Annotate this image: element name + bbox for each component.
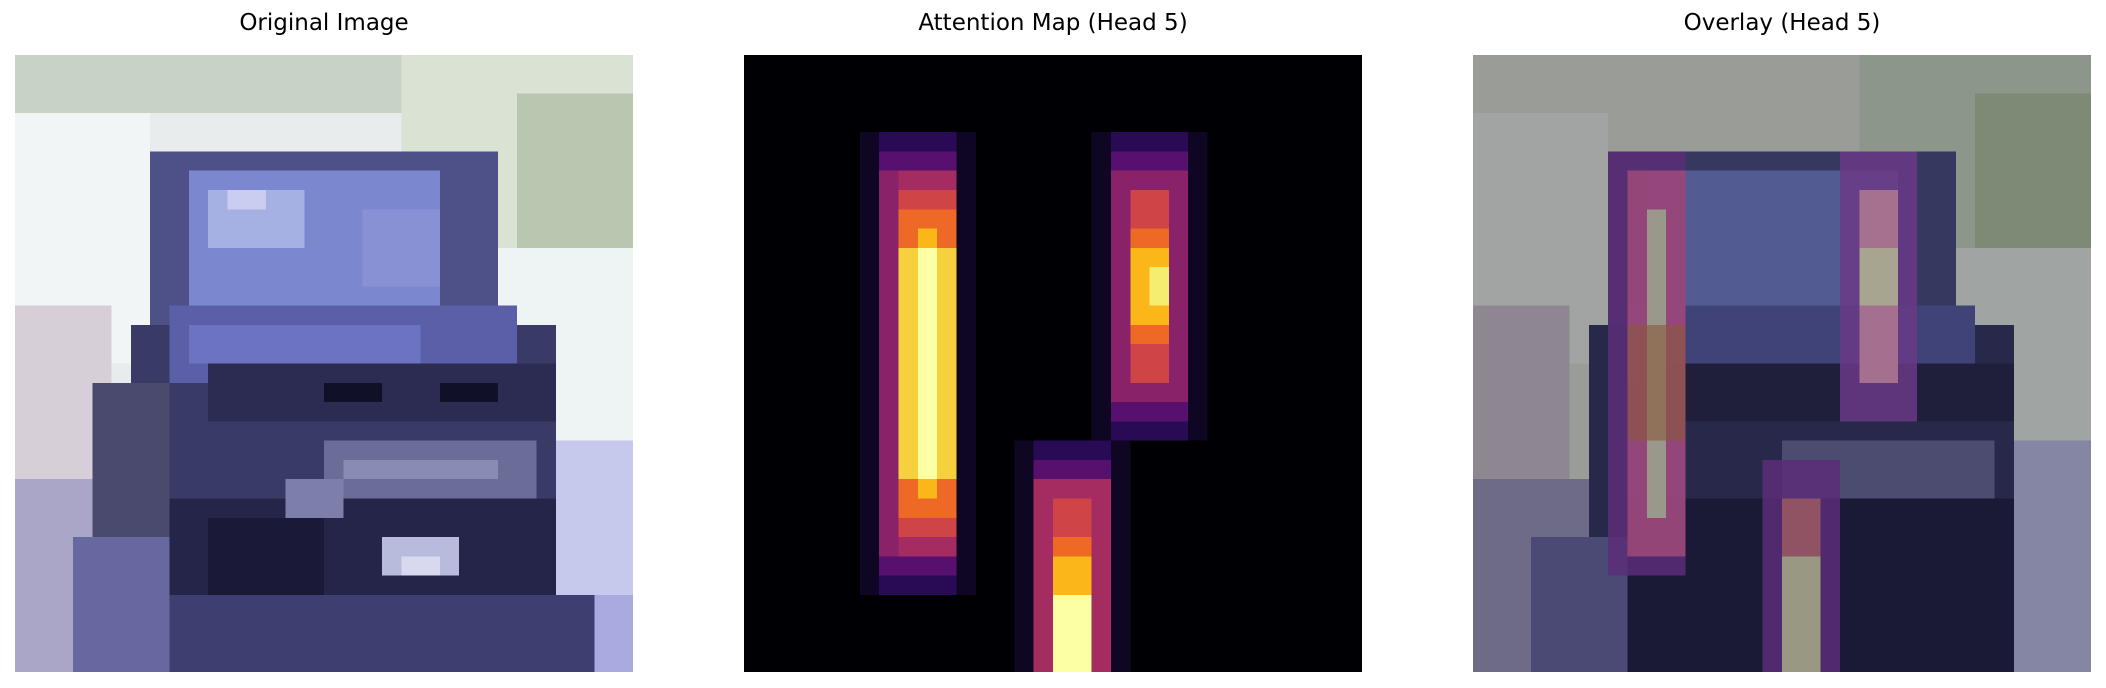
- panel-title-overlay: Overlay (Head 5): [1683, 10, 1881, 36]
- overlay-image: [1473, 55, 2091, 672]
- original-image-canvas: [15, 55, 633, 672]
- panel-title-original: Original Image: [239, 10, 409, 36]
- attention-map-canvas: [744, 55, 1362, 672]
- panel-title-attention: Attention Map (Head 5): [918, 10, 1188, 36]
- original-image: [15, 55, 633, 672]
- overlay-canvas: [1473, 55, 2091, 672]
- panel-overlay: Overlay (Head 5): [1473, 0, 2091, 688]
- panel-original: Original Image: [15, 0, 633, 688]
- attention-map-image: [744, 55, 1362, 672]
- panel-attention: Attention Map (Head 5): [744, 0, 1362, 688]
